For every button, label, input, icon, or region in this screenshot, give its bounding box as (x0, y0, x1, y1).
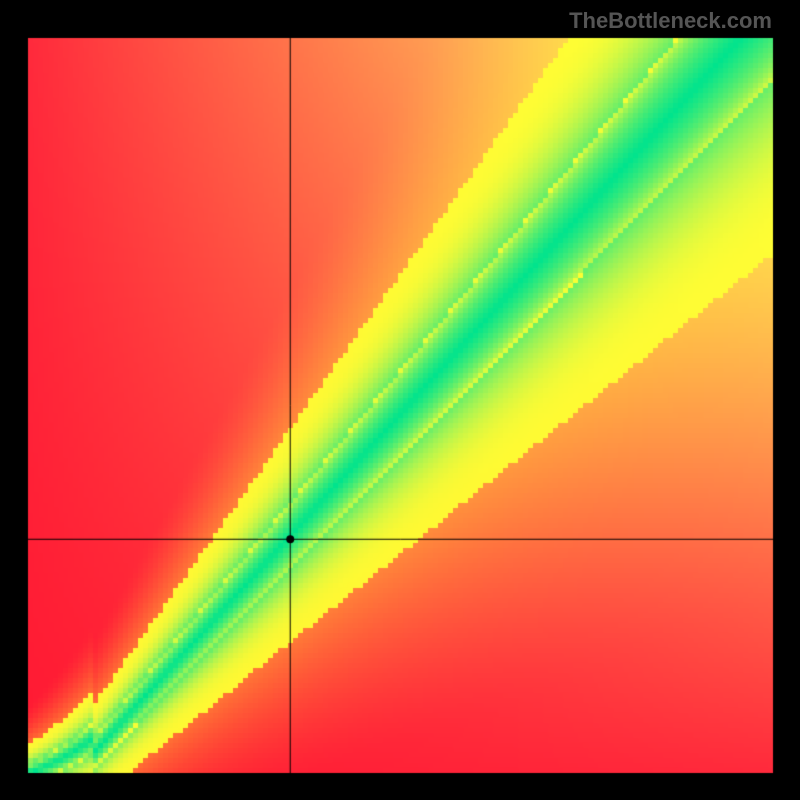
bottleneck-heatmap (0, 0, 800, 800)
chart-container: { "canvas": { "width": 800, "height": 80… (0, 0, 800, 800)
watermark-text: TheBottleneck.com (569, 8, 772, 34)
